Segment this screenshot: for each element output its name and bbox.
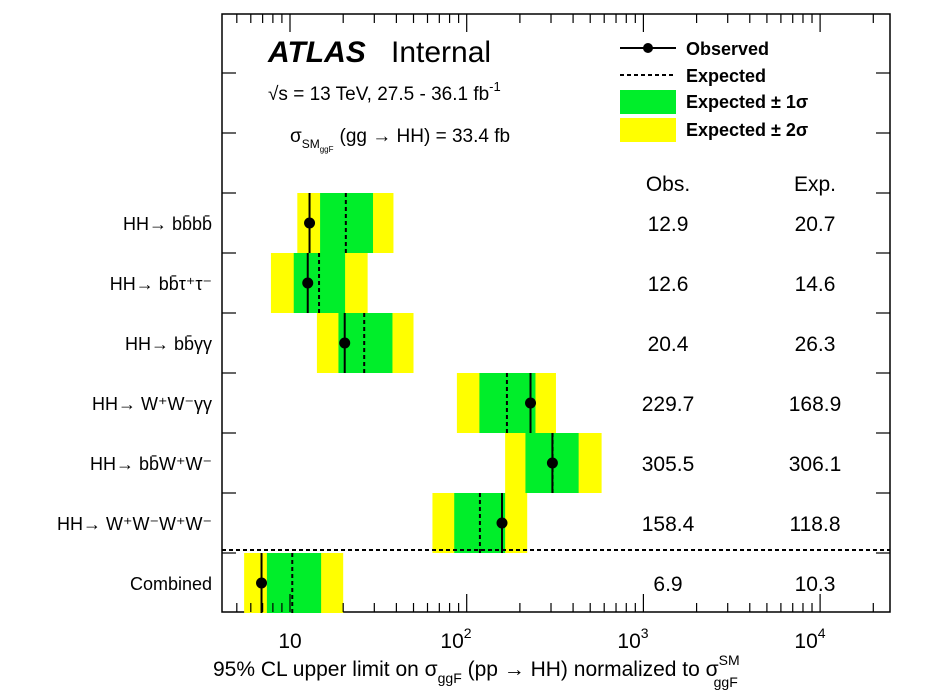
observed-value: 6.9 (653, 573, 682, 596)
x-tick-labels: 10 102 103 104 (278, 625, 825, 653)
expected-value: 10.3 (795, 573, 836, 596)
legend-band2-swatch (620, 118, 676, 142)
expected-value: 168.9 (789, 393, 842, 416)
legend-band1-label: Expected ± 1σ (686, 92, 808, 112)
sm-xsec-label: σSMggF(gg → HH) = 33.4 fb (290, 126, 510, 154)
observed-value: 12.9 (648, 213, 689, 236)
x-tick-label: 10 (278, 630, 301, 653)
channel-label: HH→ bb̄W⁺W⁻ (90, 454, 212, 474)
energy-label: √s = 13 TeV, 27.5 - 36.1 fb-1 (268, 79, 501, 105)
channel-label: Combined (130, 574, 212, 594)
rows-layer: HH→ bb̄bb̄ 12.9 20.7 HH→ bb̄τ⁺τ⁻ 12.6 14.6 HH→… (57, 213, 841, 596)
expected-value: 118.8 (790, 513, 841, 536)
channel-label: HH→ bb̄bb̄ (123, 214, 212, 234)
channel-label: HH→ W⁺W⁻W⁺W⁻ (57, 514, 212, 534)
observed-value: 305.5 (642, 453, 695, 476)
atlas-label: ATLAS (267, 36, 366, 69)
observed-value: 229.7 (642, 393, 695, 416)
legend-band2-label: Expected ± 2σ (686, 120, 808, 140)
legend-observed-marker (643, 43, 653, 53)
observed-limit-marker (256, 577, 268, 589)
markers-layer (256, 193, 558, 613)
column-exp-header: Exp. (794, 173, 836, 196)
x-tick-label: 103 (617, 625, 648, 653)
legend: Observed Expected Expected ± 1σ Expected… (620, 39, 808, 142)
expected-value: 14.6 (795, 273, 836, 296)
observed-limit-marker (546, 457, 558, 469)
observed-value: 20.4 (648, 333, 689, 356)
legend-observed-label: Observed (686, 39, 769, 59)
legend-expected-label: Expected (686, 66, 766, 86)
band-1sigma (266, 553, 322, 613)
observed-limit-marker (496, 517, 508, 529)
expected-value: 26.3 (795, 333, 836, 356)
x-axis-title: 95% CL upper limit on σggF (pp → HH) nor… (213, 652, 740, 690)
observed-limit-marker (339, 337, 351, 349)
channel-label: HH→ bb̄τ⁺τ⁻ (110, 274, 212, 294)
expected-value: 306.1 (789, 453, 842, 476)
ticks-layer (222, 14, 890, 612)
x-tick-label: 104 (794, 625, 825, 653)
x-tick-label: 102 (440, 625, 471, 653)
expected-value: 20.7 (795, 213, 836, 236)
channel-label: HH→ W⁺W⁻γγ (92, 394, 212, 414)
column-obs-header: Obs. (646, 173, 690, 196)
channel-label: HH→ bb̄γγ (125, 334, 212, 354)
observed-limit-marker (525, 397, 537, 409)
atlas-status: Internal (391, 36, 491, 69)
observed-value: 158.4 (642, 513, 695, 536)
observed-value: 12.6 (648, 273, 689, 296)
observed-limit-marker (302, 277, 314, 289)
legend-band1-swatch (620, 90, 676, 114)
observed-limit-marker (304, 217, 316, 229)
